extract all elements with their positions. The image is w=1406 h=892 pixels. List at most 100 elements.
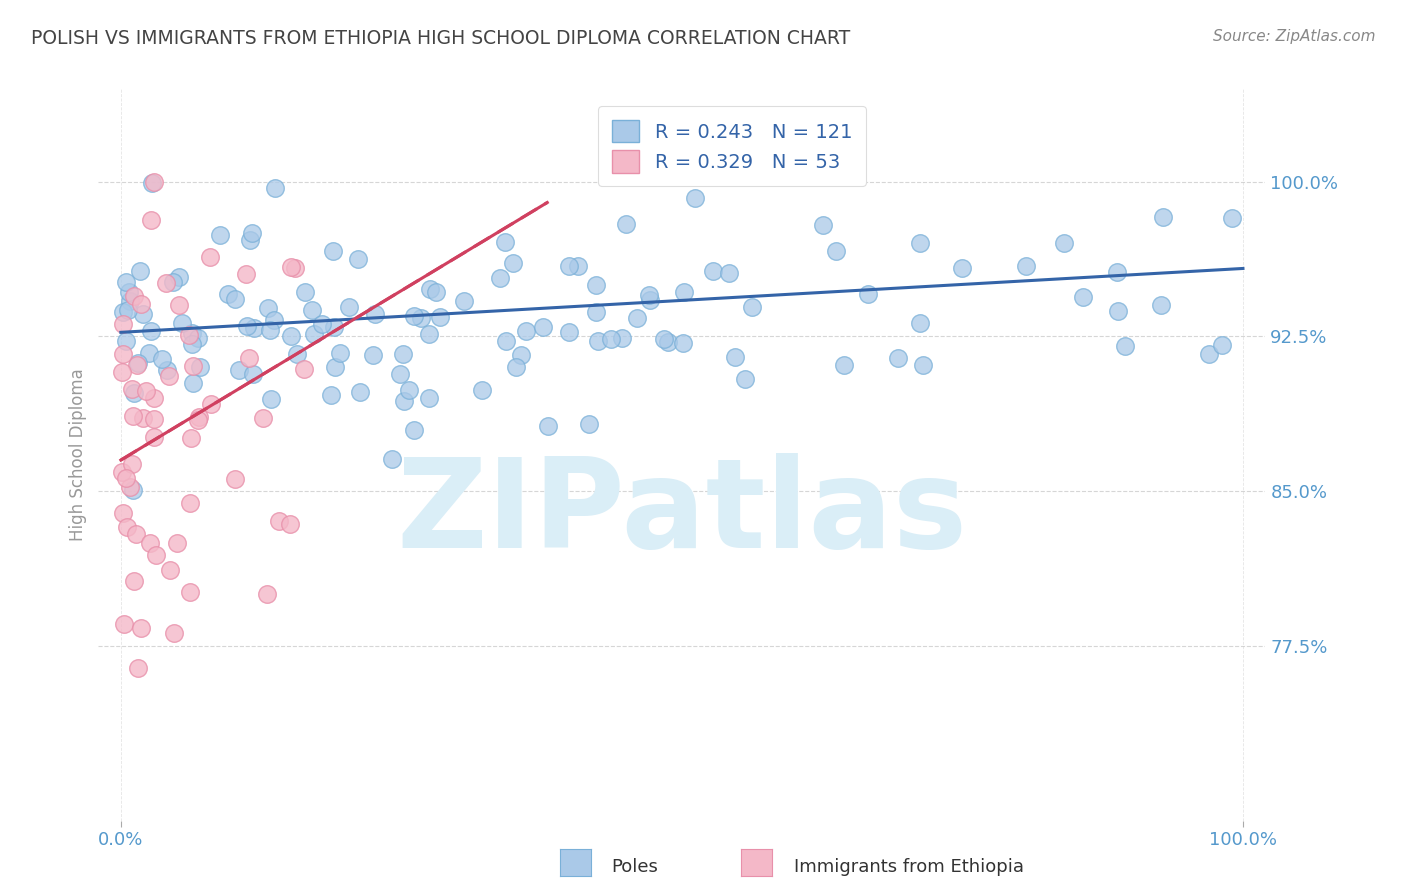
Point — [638, 293, 661, 308]
Point — [531, 319, 554, 334]
Point — [586, 334, 609, 348]
Point — [614, 217, 637, 231]
Point — [159, 563, 181, 577]
Text: POLISH VS IMMIGRANTS FROM ETHIOPIA HIGH SCHOOL DIPLOMA CORRELATION CHART: POLISH VS IMMIGRANTS FROM ETHIOPIA HIGH … — [31, 29, 851, 47]
Point — [657, 334, 679, 349]
Point — [122, 385, 145, 400]
Point — [183, 376, 205, 390]
Point — [284, 261, 307, 276]
Point — [337, 301, 360, 315]
Point — [111, 305, 134, 319]
Point — [364, 307, 387, 321]
Point — [1071, 290, 1094, 304]
Point — [208, 227, 231, 242]
Point — [471, 383, 494, 397]
Point — [322, 320, 344, 334]
Point — [404, 423, 426, 437]
Point — [142, 175, 165, 189]
Point — [585, 277, 607, 292]
Point — [1198, 347, 1220, 361]
Point — [118, 294, 141, 309]
Point — [156, 363, 179, 377]
Point — [717, 266, 740, 280]
Point — [242, 367, 264, 381]
Point — [600, 332, 623, 346]
Point — [494, 235, 516, 249]
Point — [141, 213, 163, 227]
Point — [1220, 211, 1243, 225]
Point — [263, 312, 285, 326]
Point — [311, 317, 333, 331]
Point — [112, 347, 135, 361]
Point — [112, 317, 135, 331]
Text: ZIPatlas: ZIPatlas — [396, 453, 967, 574]
Point — [122, 409, 145, 424]
Point — [419, 283, 441, 297]
Point — [1152, 211, 1174, 225]
Point — [115, 471, 138, 485]
Point — [118, 480, 141, 494]
Point — [361, 348, 384, 362]
Point — [111, 465, 134, 479]
Point — [285, 347, 308, 361]
Point — [418, 391, 440, 405]
Point — [292, 362, 315, 376]
Point — [114, 334, 136, 348]
Point — [179, 585, 201, 599]
Point — [585, 305, 607, 319]
Point — [702, 264, 724, 278]
Point — [143, 391, 166, 405]
Point — [180, 431, 202, 445]
Point — [162, 275, 184, 289]
Point — [142, 430, 165, 444]
Point — [346, 252, 368, 266]
Point — [111, 365, 134, 379]
Point — [145, 548, 167, 562]
Point — [127, 356, 149, 370]
Point — [832, 358, 855, 372]
Point — [278, 516, 301, 531]
Point — [181, 326, 204, 341]
Point — [323, 359, 346, 374]
Point — [121, 457, 143, 471]
Point — [114, 275, 136, 289]
Point — [200, 396, 222, 410]
Point — [505, 360, 527, 375]
Point — [502, 256, 524, 270]
Point — [125, 527, 148, 541]
Point — [235, 268, 257, 282]
Point — [263, 180, 285, 194]
Point — [122, 574, 145, 588]
Point — [141, 176, 163, 190]
Point — [122, 289, 145, 303]
Point — [567, 260, 589, 274]
Point — [188, 360, 211, 375]
Point — [683, 190, 706, 204]
Point — [179, 496, 201, 510]
Point — [129, 264, 152, 278]
Point — [1015, 259, 1038, 273]
Point — [155, 276, 177, 290]
Y-axis label: High School Diploma: High School Diploma — [69, 368, 87, 541]
Point — [908, 316, 931, 330]
Point — [139, 325, 162, 339]
Point — [177, 327, 200, 342]
Point — [950, 261, 973, 276]
Point — [129, 621, 152, 635]
Point — [238, 351, 260, 366]
Point — [1107, 265, 1129, 279]
Point — [150, 351, 173, 366]
Point — [638, 288, 661, 302]
Point — [418, 326, 440, 341]
Point — [388, 368, 411, 382]
Point — [429, 310, 451, 324]
Point — [181, 359, 204, 373]
Point — [111, 506, 134, 520]
Point — [510, 348, 533, 362]
Point — [127, 359, 149, 373]
Point — [198, 250, 221, 264]
Point — [394, 393, 416, 408]
Point — [409, 311, 432, 326]
Point — [135, 384, 157, 398]
Point — [858, 287, 880, 301]
